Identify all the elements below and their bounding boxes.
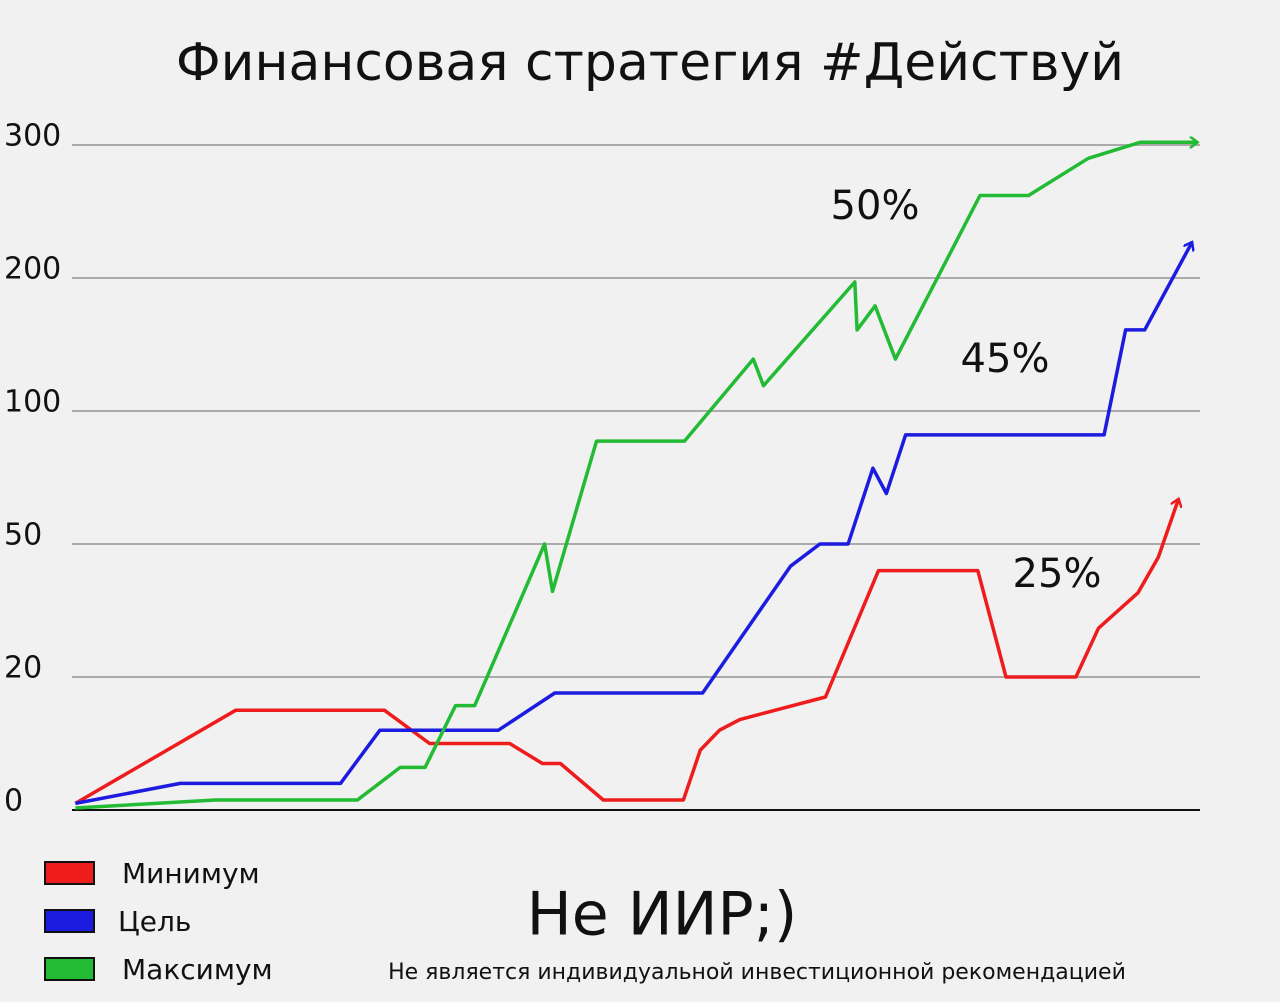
annotation: 45% — [961, 336, 1050, 382]
legend-label: Минимум — [122, 857, 260, 890]
chart-title: Финансовая стратегия #Действуй — [176, 33, 1124, 93]
series-line — [74, 499, 1178, 805]
legend-label: Цель — [118, 905, 191, 938]
legend-swatch — [44, 957, 95, 981]
y-tick-label: 200 — [4, 252, 61, 287]
series-line — [75, 142, 1197, 810]
legend-label: Максимум — [122, 953, 273, 986]
y-tick-label: 300 — [4, 119, 61, 154]
legend-swatch — [44, 909, 95, 933]
y-tick-label: 20 — [4, 651, 42, 686]
y-tick-label: 0 — [4, 784, 23, 819]
legend-swatch — [44, 861, 95, 885]
chart-subtitle: Не ИИР;) — [527, 880, 798, 950]
footnote: Не является индивидуальной инвестиционно… — [388, 960, 1126, 985]
annotation: 50% — [831, 183, 920, 229]
y-tick-label: 50 — [4, 518, 42, 553]
series-line — [75, 242, 1192, 806]
y-tick-label: 100 — [4, 385, 61, 420]
annotation: 25% — [1013, 551, 1102, 597]
